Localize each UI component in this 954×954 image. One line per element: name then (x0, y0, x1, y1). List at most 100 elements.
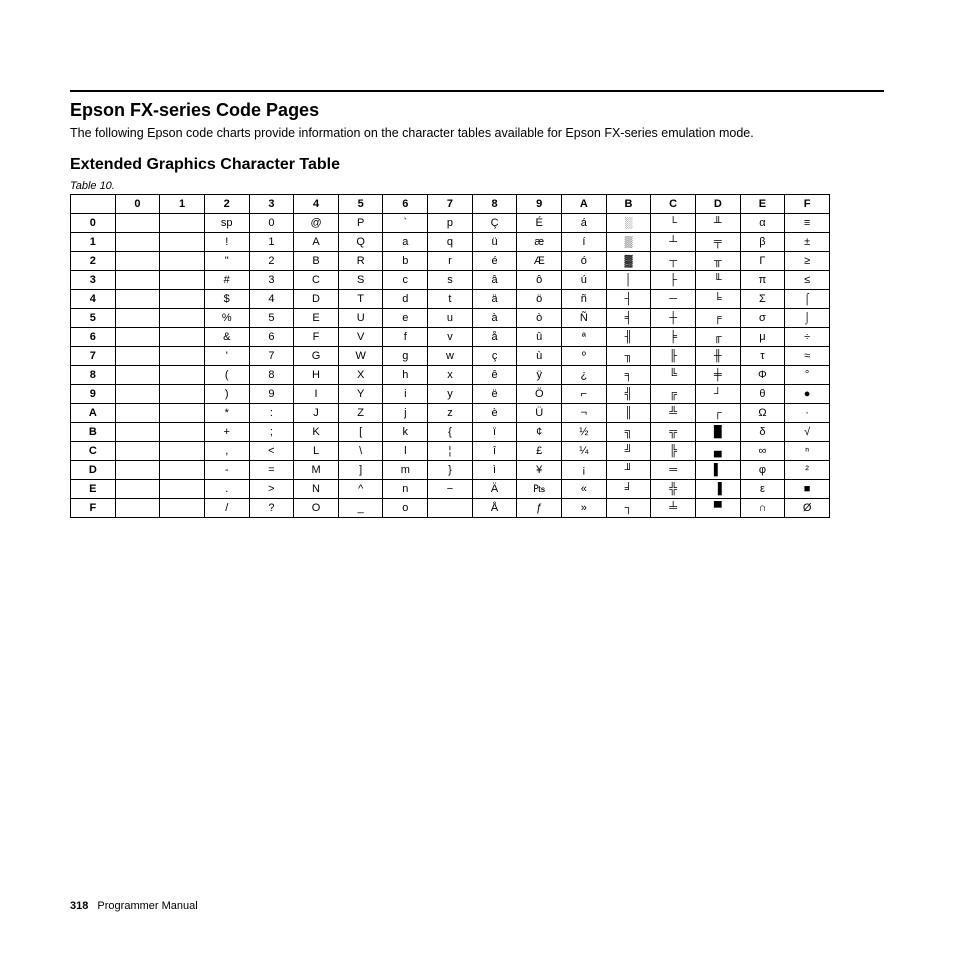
table-cell: ¿ (562, 365, 607, 384)
table-cell: Å (472, 498, 517, 517)
table-cell: U (338, 308, 383, 327)
table-cell (160, 327, 205, 346)
table-cell: ╘ (695, 289, 740, 308)
table-cell: ÿ (517, 365, 562, 384)
table-cell: ⁿ (785, 441, 830, 460)
table-cell: % (204, 308, 249, 327)
table-cell: x (428, 365, 473, 384)
table-cell: - (204, 460, 249, 479)
table-cell: h (383, 365, 428, 384)
table-row: 6&6FVfvåûª╢╞╓μ÷ (71, 327, 830, 346)
table-cell: » (562, 498, 607, 517)
table-cell: ╔ (651, 384, 696, 403)
table-cell: 0 (249, 213, 294, 232)
table-cell: Γ (740, 251, 785, 270)
table-cell: W (338, 346, 383, 365)
col-header: C (651, 194, 696, 213)
table-cell: i (383, 384, 428, 403)
table-cell: º (562, 346, 607, 365)
table-row: E.>N^n−Ä₧«╛╬▐ε■ (71, 479, 830, 498)
table-cell: , (204, 441, 249, 460)
table-cell: π (740, 270, 785, 289)
table-cell: ╡ (606, 308, 651, 327)
row-header: A (71, 403, 116, 422)
table-cell: ╩ (651, 403, 696, 422)
table-cell: Ñ (562, 308, 607, 327)
table-cell: { (428, 422, 473, 441)
col-header: 1 (160, 194, 205, 213)
table-cell: ▓ (606, 251, 651, 270)
row-header: C (71, 441, 116, 460)
table-cell: ╓ (695, 327, 740, 346)
table-cell: æ (517, 232, 562, 251)
table-header-row: 0 1 2 3 4 5 6 7 8 9 A B C D E F (71, 194, 830, 213)
col-header: 0 (115, 194, 160, 213)
table-cell: ┤ (606, 289, 651, 308)
table-cell: ┬ (651, 251, 696, 270)
table-cell (115, 213, 160, 232)
row-header: F (71, 498, 116, 517)
table-cell: Ω (740, 403, 785, 422)
table-cell: Y (338, 384, 383, 403)
table-cell (115, 384, 160, 403)
table-cell: ╟ (651, 346, 696, 365)
table-cell: ] (338, 460, 383, 479)
table-cell (115, 346, 160, 365)
page: Epson FX-series Code Pages The following… (0, 0, 954, 518)
table-cell: ▒ (606, 232, 651, 251)
table-cell: d (383, 289, 428, 308)
table-cell: ╖ (606, 346, 651, 365)
table-cell: Ç (472, 213, 517, 232)
table-cell: ë (472, 384, 517, 403)
table-cell: ò (517, 308, 562, 327)
table-cell: " (204, 251, 249, 270)
table-cell: ª (562, 327, 607, 346)
table-cell: g (383, 346, 428, 365)
table-cell: q (428, 232, 473, 251)
table-cell (115, 251, 160, 270)
table-cell: ¬ (562, 403, 607, 422)
table-cell: μ (740, 327, 785, 346)
table-cell: î (472, 441, 517, 460)
table-cell: ñ (562, 289, 607, 308)
table-row: 7'7GWgwçùº╖╟╫τ≈ (71, 346, 830, 365)
table-cell (115, 498, 160, 517)
table-label: Table 10. (70, 180, 884, 192)
table-cell: ç (472, 346, 517, 365)
table-cell: ● (785, 384, 830, 403)
table-cell: k (383, 422, 428, 441)
table-cell: Q (338, 232, 383, 251)
table-cell: L (294, 441, 339, 460)
table-cell: t (428, 289, 473, 308)
table-cell: û (517, 327, 562, 346)
table-row: 3#3CScsâôú│├╙π≤ (71, 270, 830, 289)
table-cell: v (428, 327, 473, 346)
table-cell: ╜ (606, 460, 651, 479)
table-cell (160, 384, 205, 403)
table-cell (115, 308, 160, 327)
table-cell: ╬ (651, 479, 696, 498)
table-cell: ä (472, 289, 517, 308)
table-cell (115, 403, 160, 422)
table-cell (115, 441, 160, 460)
table-cell: Σ (740, 289, 785, 308)
table-cell: [ (338, 422, 383, 441)
table-cell: ─ (651, 289, 696, 308)
row-header: 3 (71, 270, 116, 289)
table-cell: f (383, 327, 428, 346)
page-footer: 318 Programmer Manual (70, 900, 198, 912)
table-cell: ═ (651, 460, 696, 479)
table-cell: / (204, 498, 249, 517)
table-cell: ┴ (651, 232, 696, 251)
table-cell: ú (562, 270, 607, 289)
table-cell: ╨ (695, 213, 740, 232)
table-cell: ┘ (695, 384, 740, 403)
table-row: 9)9IYiyëÖ⌐╣╔┘θ● (71, 384, 830, 403)
col-header: D (695, 194, 740, 213)
row-header: 2 (71, 251, 116, 270)
table-cell: å (472, 327, 517, 346)
table-cell: H (294, 365, 339, 384)
table-cell: ╪ (695, 365, 740, 384)
table-cell: ÷ (785, 327, 830, 346)
table-cell: ° (785, 365, 830, 384)
